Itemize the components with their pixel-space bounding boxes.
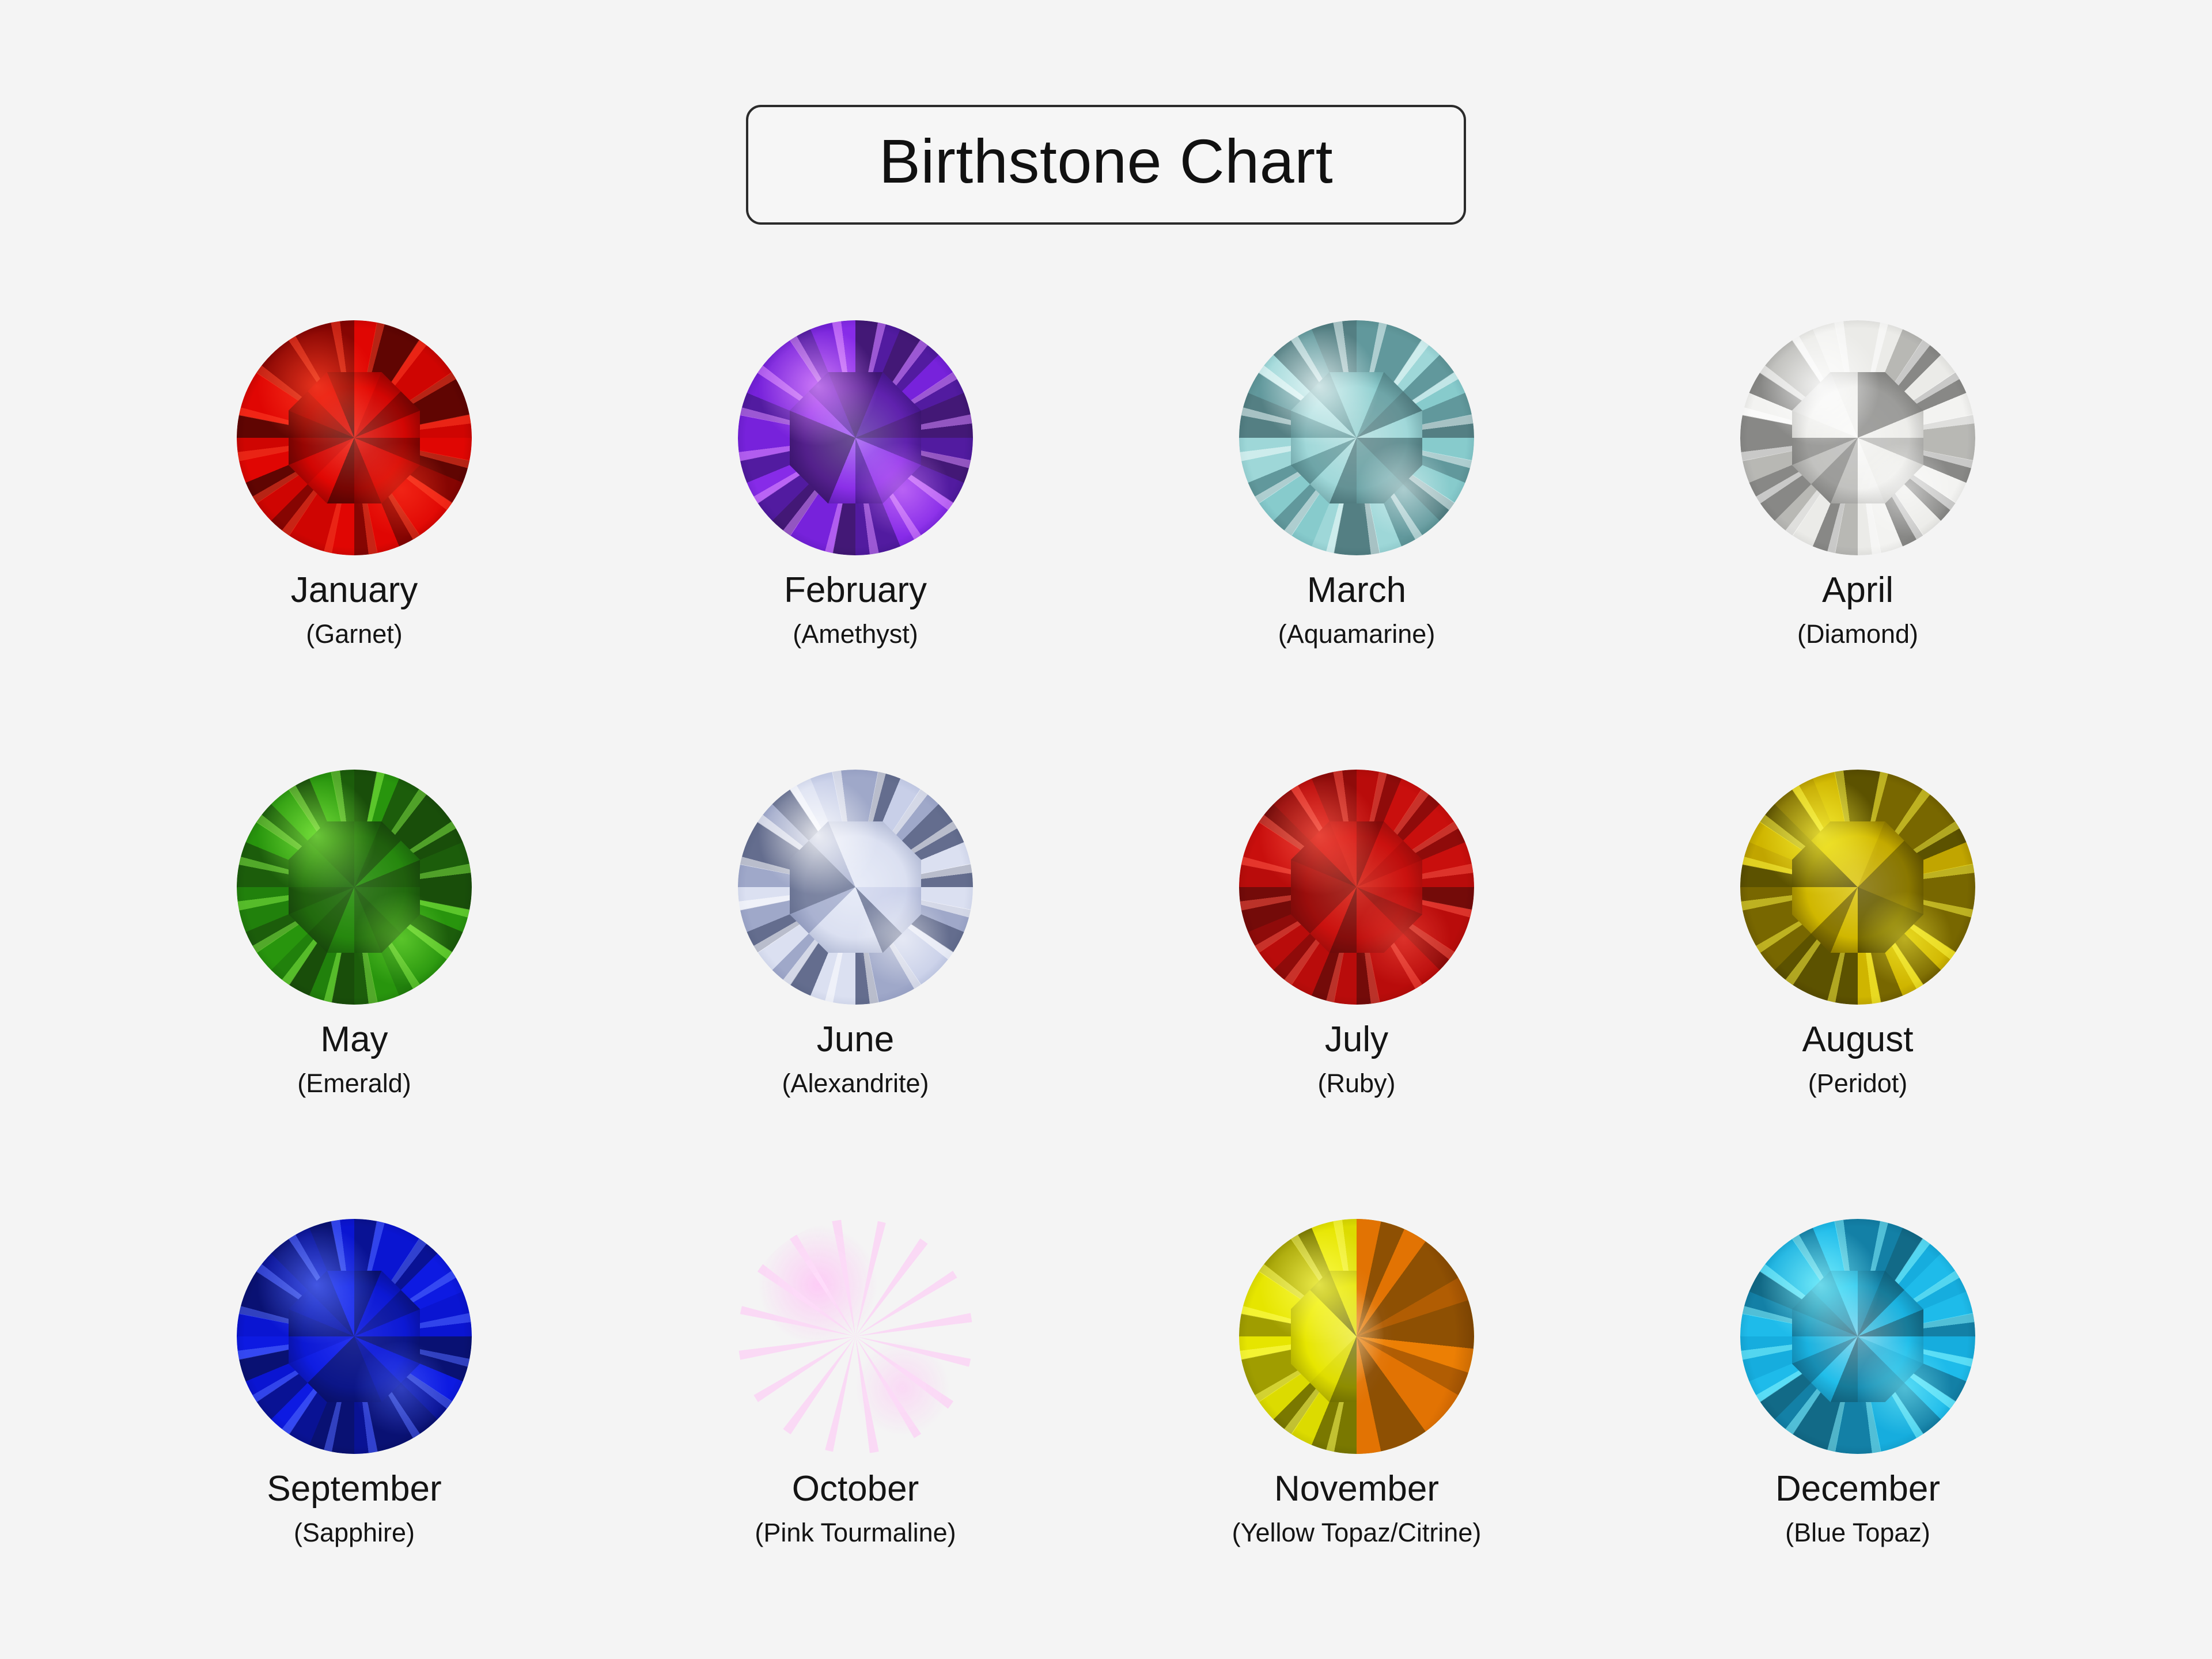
birthstone-cell-november: November (Yellow Topaz/Citrine) [1106, 1210, 1607, 1647]
gem-slot [1740, 311, 1975, 565]
birthstone-cell-april: April (Diamond) [1607, 311, 2108, 749]
birthstone-cell-july: July (Ruby) [1106, 760, 1607, 1198]
gem-table-star-facets [1290, 372, 1423, 504]
month-label: March [1306, 570, 1407, 610]
birthstone-cell-may: May (Emerald) [104, 760, 605, 1198]
gem-table-star-facets [1791, 1270, 1924, 1403]
gem-slot [738, 311, 973, 565]
stone-label: (Diamond) [1797, 619, 1919, 649]
stone-label: (Pink Tourmaline) [755, 1518, 956, 1547]
birthstone-cell-december: December (Blue Topaz) [1607, 1210, 2108, 1647]
month-label: November [1274, 1469, 1439, 1509]
stone-label: (Alexandrite) [782, 1069, 929, 1098]
gem-table-star-facets [789, 821, 922, 953]
stone-label: (Garnet) [306, 619, 403, 649]
gem-slot [237, 1210, 472, 1463]
month-label: February [783, 570, 927, 610]
gem-icon [1239, 320, 1474, 555]
gem-slot [237, 311, 472, 565]
gem-table-star-facets [1290, 821, 1423, 953]
stone-label: (Emerald) [297, 1069, 411, 1098]
gem-slot [738, 1210, 973, 1463]
stone-label: (Yellow Topaz/Citrine) [1232, 1518, 1482, 1547]
gem-table-star-facets [288, 1270, 421, 1403]
gem-icon [738, 770, 973, 1005]
birthstone-cell-october: October (Pink Tourmaline) [605, 1210, 1106, 1647]
gem-slot [738, 760, 973, 1014]
month-label: August [1802, 1020, 1914, 1059]
birthstone-cell-june: June (Alexandrite) [605, 760, 1106, 1198]
month-label: September [267, 1469, 442, 1509]
page-title: Birthstone Chart [878, 126, 1334, 196]
gem-slot [1239, 311, 1474, 565]
month-label: December [1775, 1469, 1940, 1509]
month-label: June [816, 1020, 895, 1059]
stone-label: (Amethyst) [793, 619, 918, 649]
gem-icon [738, 320, 973, 555]
stone-label: (Ruby) [1317, 1069, 1396, 1098]
birthstone-cell-august: August (Peridot) [1607, 760, 2108, 1198]
gem-table-star-facets [789, 372, 922, 504]
month-label: April [1821, 570, 1894, 610]
title-bar: Birthstone Chart [0, 105, 2212, 225]
gem-icon [237, 1219, 472, 1454]
month-label: October [791, 1469, 919, 1509]
gem-slot [1740, 760, 1975, 1014]
gem-table-star-facets [1791, 372, 1924, 504]
stone-label: (Peridot) [1808, 1069, 1908, 1098]
gem-icon [237, 320, 472, 555]
gem-icon [237, 770, 472, 1005]
gem-slot [1239, 760, 1474, 1014]
gem-icon [738, 1219, 973, 1454]
gem-slot [1239, 1210, 1474, 1463]
stone-label: (Aquamarine) [1278, 619, 1435, 649]
birthstone-cell-march: March (Aquamarine) [1106, 311, 1607, 749]
title-box: Birthstone Chart [746, 105, 1466, 225]
gem-table-star-facets [1791, 821, 1924, 953]
gem-icon [1740, 1219, 1975, 1454]
stone-label: (Blue Topaz) [1785, 1518, 1930, 1547]
gem-table-star-facets [790, 1271, 921, 1402]
gem-table-star-facets [288, 372, 421, 504]
gem-icon [1740, 320, 1975, 555]
gem-table-star-facets [288, 821, 421, 953]
gem-slot [1740, 1210, 1975, 1463]
birthstone-cell-february: February (Amethyst) [605, 311, 1106, 749]
gem-slot [237, 760, 472, 1014]
birthstone-grid: January (Garnet) February (Amethyst) March (A… [104, 311, 2108, 1647]
gem-icon [1740, 770, 1975, 1005]
month-label: July [1324, 1020, 1389, 1059]
month-label: January [290, 570, 418, 610]
birthstone-cell-january: January (Garnet) [104, 311, 605, 749]
birthstone-cell-september: September (Sapphire) [104, 1210, 605, 1647]
gem-icon-split [1239, 1219, 1474, 1454]
month-label: May [320, 1020, 388, 1059]
stone-label: (Sapphire) [293, 1518, 415, 1547]
gem-table-star-facets [1290, 1270, 1423, 1403]
gem-icon [1239, 770, 1474, 1005]
